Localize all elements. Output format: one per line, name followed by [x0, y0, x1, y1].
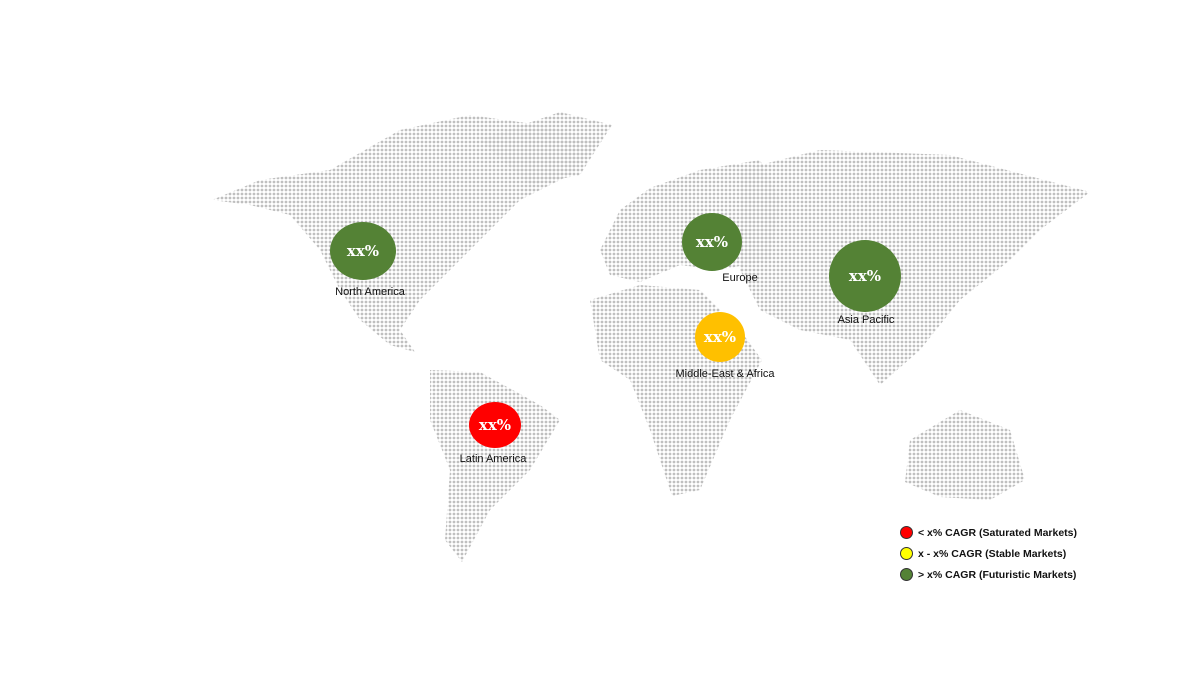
south-america-land: [430, 370, 560, 562]
legend: < x% CAGR (Saturated Markets) x - x% CAG…: [900, 522, 1077, 585]
greenland-land: [480, 112, 612, 185]
legend-label: x - x% CAGR (Stable Markets): [918, 547, 1067, 560]
legend-item-futuristic: > x% CAGR (Futuristic Markets): [900, 564, 1077, 585]
region-bubble-middle-east-africa: xx%: [695, 312, 745, 362]
region-bubble-asia-pacific: xx%: [829, 240, 901, 312]
region-bubble-north-america: xx%: [330, 222, 396, 280]
legend-swatch-red: [900, 526, 913, 539]
australia-land: [905, 410, 1025, 500]
north-america-land: [212, 115, 600, 352]
asia-land: [740, 150, 1090, 385]
legend-label: > x% CAGR (Futuristic Markets): [918, 568, 1077, 581]
region-label-north-america: North America: [335, 286, 405, 298]
legend-swatch-green: [900, 568, 913, 581]
legend-item-stable: x - x% CAGR (Stable Markets): [900, 543, 1077, 564]
region-bubble-europe: xx%: [682, 213, 742, 271]
region-label-middle-east-africa: Middle-East & Africa: [675, 368, 775, 380]
region-label-latin-america: Latin America: [459, 453, 527, 465]
legend-item-saturated: < x% CAGR (Saturated Markets): [900, 522, 1077, 543]
region-label-europe: Europe: [722, 272, 758, 284]
legend-label: < x% CAGR (Saturated Markets): [918, 526, 1078, 539]
region-bubble-latin-america: xx%: [469, 402, 521, 448]
region-label-asia-pacific: Asia Pacific: [837, 314, 895, 326]
africa-land: [590, 285, 762, 496]
legend-swatch-yellow: [900, 547, 913, 560]
